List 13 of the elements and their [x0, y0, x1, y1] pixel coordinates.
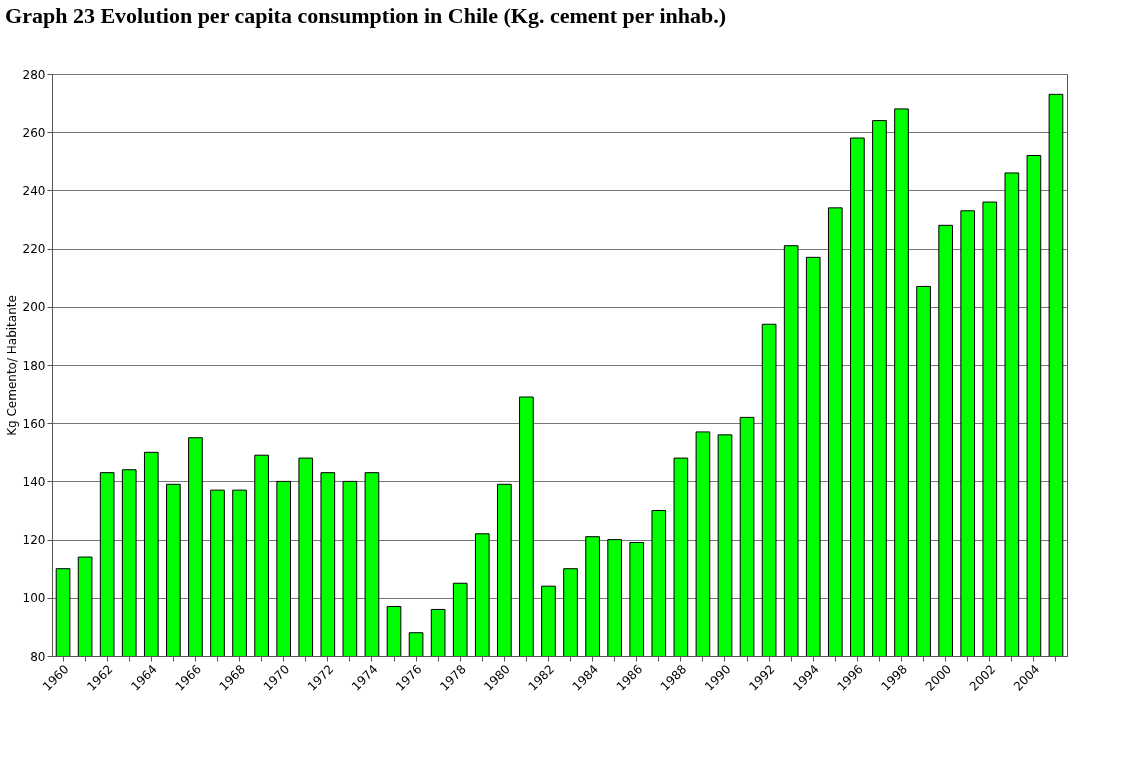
y-tick-label: 280: [22, 67, 46, 82]
y-tick-label: 100: [22, 591, 46, 606]
y-tick-label: 140: [22, 474, 46, 489]
y-tick-label: 260: [22, 125, 46, 140]
y-tick-label: 240: [22, 183, 46, 198]
y-axis-title: Kg Cemento/ Habitante: [4, 295, 19, 436]
y-tick-label: 220: [22, 242, 46, 257]
y-tick-label: 80: [30, 649, 46, 664]
y-tick-label: 200: [22, 300, 46, 315]
y-tick-label: 160: [22, 416, 46, 431]
y-tick-label: 120: [22, 533, 46, 548]
y-tick-label: 180: [22, 358, 46, 373]
chart-title: Graph 23 Evolution per capita consumption in Chile (Kg. cement per inhab.): [5, 3, 727, 28]
